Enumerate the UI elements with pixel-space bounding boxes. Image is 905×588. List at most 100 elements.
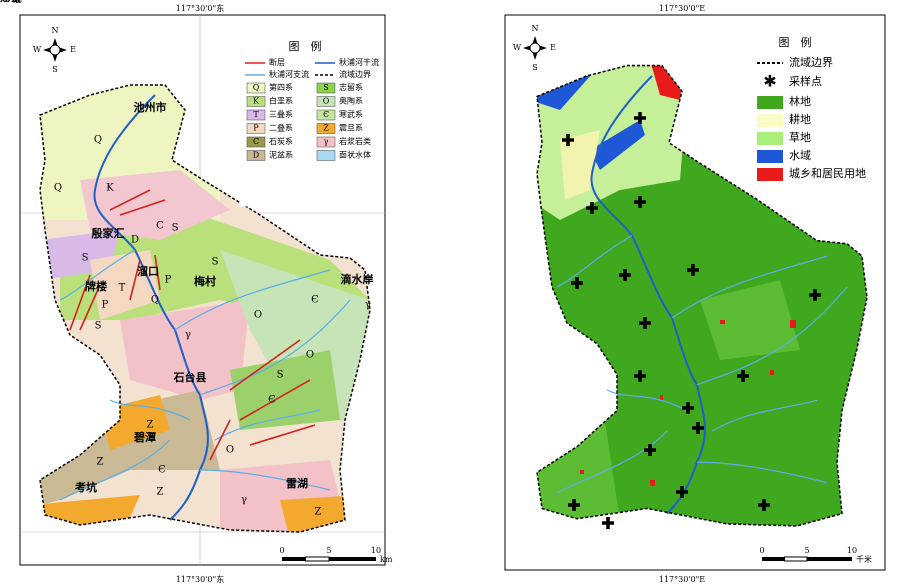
coord-label: 30°0'0"N bbox=[0, 0, 19, 4]
geo-label: S bbox=[82, 253, 89, 264]
geo-label: S bbox=[172, 223, 179, 234]
legend-label: 秋浦河支流 bbox=[269, 69, 309, 79]
geo-label: Z bbox=[147, 420, 154, 431]
legend-swatch bbox=[757, 150, 783, 163]
legend-symbol: T bbox=[253, 110, 259, 119]
geo-label: S bbox=[277, 370, 284, 381]
legend-label: 震旦系 bbox=[339, 123, 363, 133]
geo-label: S bbox=[95, 321, 102, 332]
scale-label: 5 bbox=[326, 546, 331, 555]
scale-unit: 千米 bbox=[856, 554, 872, 564]
legend-swatch bbox=[316, 82, 336, 94]
geo-label: C bbox=[156, 221, 164, 232]
compass-ring bbox=[49, 44, 61, 56]
place-label: 石台县 bbox=[173, 370, 207, 384]
legend-swatch bbox=[757, 96, 783, 109]
legend-title: 图 例 bbox=[779, 35, 812, 49]
scale-label: 10 bbox=[847, 546, 857, 555]
compass-s: S bbox=[52, 65, 57, 74]
legend-title: 图 例 bbox=[289, 39, 322, 53]
legend-label: 城乡和居民用地 bbox=[789, 167, 866, 180]
geo-label: Q bbox=[54, 183, 62, 194]
coord-label: 30°30'0"北 bbox=[0, 0, 22, 4]
legend-label: 寒武系 bbox=[339, 109, 363, 119]
legend-label: 志留系 bbox=[339, 82, 363, 92]
geo-label: γ bbox=[241, 495, 247, 506]
compass-s: S bbox=[532, 63, 537, 72]
geo-label: S bbox=[212, 257, 219, 268]
geo-label: Q bbox=[94, 135, 102, 146]
compass-w: W bbox=[33, 45, 42, 54]
coord-label: 117°30'0"东 bbox=[176, 3, 224, 13]
legend-swatch bbox=[316, 96, 336, 107]
legend-swatch bbox=[246, 109, 266, 121]
geo-label: K bbox=[106, 183, 114, 194]
legend-label: 岩浆岩类 bbox=[339, 136, 371, 146]
geo-label: O bbox=[254, 310, 262, 321]
geo-label: Є bbox=[268, 395, 276, 406]
legend-label: 草地 bbox=[789, 131, 811, 144]
coord-label: 30°0'0"北 bbox=[0, 0, 19, 4]
legend-symbol: Z bbox=[323, 124, 329, 133]
place-label: 殷家汇 bbox=[92, 226, 125, 240]
legend-label: 水域 bbox=[789, 149, 811, 162]
geo-label: P bbox=[102, 300, 109, 311]
geo-label: γ bbox=[365, 300, 371, 311]
compass-w: W bbox=[513, 43, 522, 52]
compass-n: N bbox=[532, 24, 539, 33]
scale-seg bbox=[807, 557, 852, 561]
coord-label: 117°30'0"E bbox=[659, 4, 705, 13]
place-label: 池州市 bbox=[134, 100, 167, 114]
legend-swatch bbox=[757, 114, 783, 127]
place-label: 雷湖 bbox=[286, 476, 308, 490]
legend-label: 秋浦河干流 bbox=[339, 57, 379, 67]
legend-swatch bbox=[757, 132, 783, 145]
legend-symbol: O bbox=[323, 97, 330, 106]
legend-label: 采样点 bbox=[789, 74, 822, 88]
geo-label: P bbox=[165, 275, 172, 286]
scale-seg bbox=[305, 556, 330, 562]
place-label: 碧潭 bbox=[133, 430, 156, 444]
legend-label: 三叠系 bbox=[269, 109, 293, 119]
geo-label: O bbox=[226, 445, 234, 456]
geo-label: Z bbox=[97, 457, 104, 468]
legend-label: 泥盆系 bbox=[269, 150, 293, 160]
legend-symbol: K bbox=[253, 97, 260, 106]
legend-label: 流域边界 bbox=[339, 69, 371, 79]
legend-swatch bbox=[316, 150, 336, 161]
scale-label: 0 bbox=[759, 546, 764, 555]
geo-label: D bbox=[131, 235, 139, 246]
legend-symbol: C bbox=[253, 137, 259, 146]
legend-swatch bbox=[246, 82, 266, 94]
legend-label: 二叠系 bbox=[269, 123, 293, 133]
faults bbox=[69, 189, 316, 461]
scale-label: 10 bbox=[371, 546, 381, 555]
geo-label: Є bbox=[311, 295, 319, 306]
scale-label: 0 bbox=[279, 546, 284, 555]
legend-label: 白垩系 bbox=[269, 96, 293, 106]
legend-label: 石炭系 bbox=[269, 136, 293, 146]
legend-label: 断层 bbox=[269, 57, 285, 67]
legend-label: 林地 bbox=[789, 94, 811, 108]
scale-seg bbox=[762, 557, 785, 561]
legend-symbol: Q bbox=[253, 83, 260, 92]
coord-label: 30°0'0"N bbox=[0, 0, 19, 4]
scale-label: 5 bbox=[804, 546, 809, 555]
geo-label: T bbox=[119, 283, 126, 294]
legend-swatch bbox=[316, 109, 336, 121]
geo-label: Q bbox=[151, 295, 159, 306]
place-label: 梅村 bbox=[194, 274, 216, 288]
legend-swatch bbox=[246, 96, 266, 107]
legend-label: 耕地 bbox=[789, 112, 811, 126]
coord-label: 30°30'0"N bbox=[0, 0, 21, 4]
coord-label: 117°30'0"E bbox=[659, 575, 705, 584]
geo-label: Z bbox=[157, 487, 164, 498]
compass-n: N bbox=[52, 26, 59, 35]
place-label: 考坑 bbox=[75, 480, 97, 494]
place-label: 溜口 bbox=[137, 264, 159, 278]
legend-symbol: Є bbox=[323, 110, 329, 119]
